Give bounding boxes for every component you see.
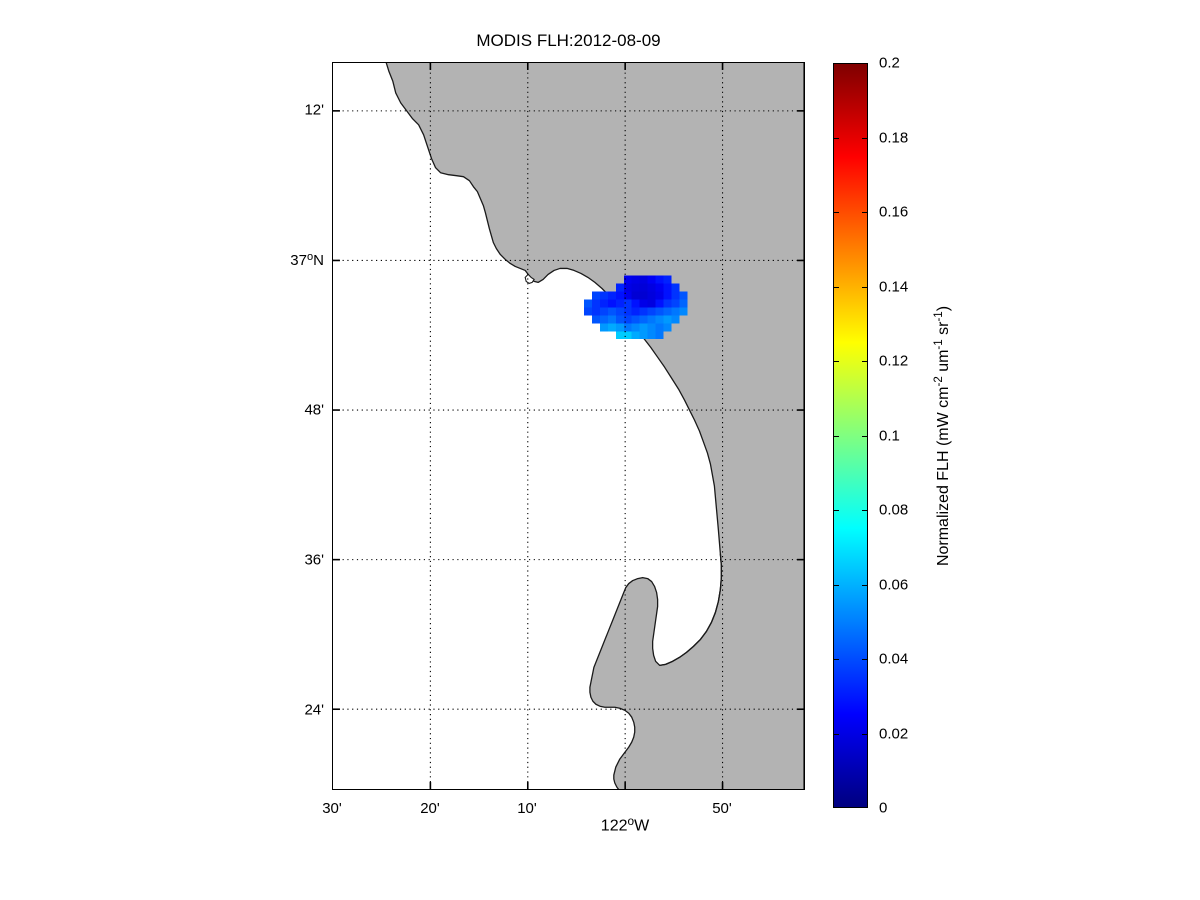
colorbar-tickmark-left (833, 212, 839, 214)
colorbar-tick-label-0-08: 0.08 (879, 501, 909, 519)
colorbar-tick-label-0-1: 0.1 (879, 427, 900, 444)
colorbar-tickmark-right (862, 361, 868, 363)
coastal-inlet-notch (524, 273, 535, 284)
colorbar-tick-label-0-04: 0.04 (879, 650, 909, 668)
colorbar-tick-label-0-2: 0.2 (879, 54, 900, 72)
colorbar-tick-label-0-06: 0.06 (879, 576, 909, 593)
ytick-label-12min: 12' (304, 101, 324, 119)
colorbar-tickmark-right (862, 212, 868, 214)
xtick-label-30min: 30' (322, 800, 342, 817)
colorbar-tick-label-0-18: 0.18 (879, 129, 909, 146)
ytick-label-48min: 48' (304, 401, 324, 419)
map-tickmarks (333, 63, 804, 789)
page-title: MODIS FLH:2012-08-09 (476, 31, 661, 50)
colorbar-tickmark-left (833, 361, 839, 363)
coastline-monterey-bay (659, 553, 722, 666)
colorbar-axis-label: Normalized FLH (mW cm-2 um-1 sr-1) (933, 305, 952, 567)
colorbar-tickmark-right (862, 137, 868, 139)
colorbar-tickmark-left (833, 510, 839, 512)
colorbar-tickmark-left (833, 733, 839, 735)
colorbar-tickmark-left (833, 659, 839, 661)
colorbar-tick-label-0-12: 0.12 (879, 352, 909, 370)
colorbar-tickmark-left (833, 435, 839, 437)
xtick-label-10min: 10' (517, 800, 537, 817)
xtick-label-50min: 50' (712, 800, 732, 817)
ytick-label-37N: 37oN (290, 251, 324, 269)
colorbar-tickmark-right (862, 733, 868, 735)
xtick-label-20min: 20' (420, 800, 440, 817)
colorbar-tickmark-right (862, 435, 868, 437)
colorbar-tickmark-right (862, 584, 868, 586)
map-gridlines (333, 63, 804, 789)
colorbar-tick-label-0-02: 0.02 (879, 725, 909, 742)
colorbar-tickmark-left (833, 137, 839, 139)
colorbar-tickmark-left (833, 584, 839, 586)
colorbar-tickmark-left (833, 286, 839, 288)
ytick-label-36min: 36' (304, 551, 324, 569)
colorbar-tick-label-0-16: 0.16 (879, 203, 909, 221)
colorbar-tick-label-0-14: 0.14 (879, 278, 909, 295)
colorbar-tickmark-right (862, 286, 868, 288)
colorbar-tickmark-right (862, 659, 868, 661)
map-plot-area (333, 63, 804, 789)
colorbar-tick-label-0: 0 (879, 799, 888, 817)
xtick-label-122W: 122oW (600, 814, 650, 835)
ytick-label-24min: 24' (304, 701, 324, 719)
flh-data-raster (583, 275, 688, 340)
map-axes[interactable] (332, 62, 805, 790)
colorbar-tickmark-right (862, 510, 868, 512)
colorbar-gradient (834, 64, 867, 807)
